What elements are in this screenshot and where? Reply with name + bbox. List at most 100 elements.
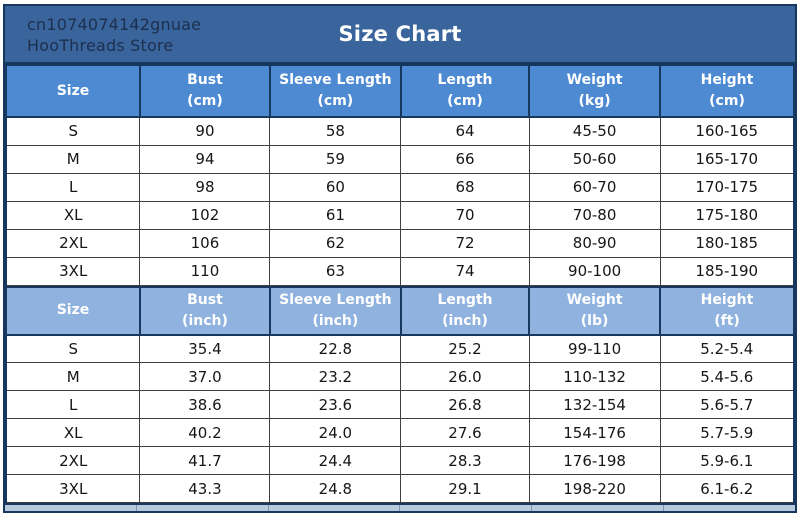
col-header-sleeve-length: Sleeve Length (cm) xyxy=(268,64,402,118)
col-header-sleeve-length: Sleeve Length (inch) xyxy=(268,285,402,336)
col-header-length: Length (cm) xyxy=(399,64,531,118)
cell: 2XL xyxy=(5,228,141,258)
cell: 23.6 xyxy=(269,390,402,419)
cell: 3XL xyxy=(5,256,141,286)
cell: 170-175 xyxy=(659,172,795,202)
table-row-3xl: 3XL 110 63 74 90-100 185-190 xyxy=(5,256,795,286)
cell: 3XL xyxy=(5,474,141,503)
size-chart-panel: cn1074074142gnuae HooThreads Store Size … xyxy=(3,4,797,513)
cell: 27.6 xyxy=(400,418,530,447)
cell: 22.8 xyxy=(269,334,402,363)
col-header-bust: Bust (cm) xyxy=(138,64,271,118)
store-id-line: cn1074074142gnuae xyxy=(27,15,202,34)
cell: 26.0 xyxy=(400,362,530,391)
cell: 38.6 xyxy=(139,390,271,419)
col-header-weight: Weight (kg) xyxy=(528,64,661,118)
cell: M xyxy=(5,144,141,174)
col-header-height: Height (cm) xyxy=(659,64,795,118)
cell: 37.0 xyxy=(139,362,271,391)
cell: 175-180 xyxy=(659,200,795,230)
cell: 132-154 xyxy=(528,390,661,419)
cell: 23.2 xyxy=(269,362,402,391)
cell: 35.4 xyxy=(139,334,271,363)
cell: 70-80 xyxy=(528,200,661,230)
cell: S xyxy=(5,116,141,146)
cell: 160-165 xyxy=(659,116,795,146)
cell: 198-220 xyxy=(528,474,661,503)
col-header-height: Height (ft) xyxy=(659,285,795,336)
table-row-l: L 38.6 23.6 26.8 132-154 5.6-5.7 xyxy=(5,390,795,419)
cell: 24.8 xyxy=(269,474,402,503)
col-header-size: Size xyxy=(5,285,141,336)
table-row-l: L 98 60 68 60-70 170-175 xyxy=(5,172,795,202)
table-row-xl: XL 102 61 70 70-80 175-180 xyxy=(5,200,795,230)
cell: 110 xyxy=(139,256,271,286)
cell: 98 xyxy=(139,172,271,202)
cell: 80-90 xyxy=(528,228,661,258)
cell: 58 xyxy=(269,116,402,146)
cell: 70 xyxy=(400,200,530,230)
col-header-bust: Bust (inch) xyxy=(138,285,271,336)
cell: 60 xyxy=(269,172,402,202)
cell: 68 xyxy=(400,172,530,202)
cell: 154-176 xyxy=(528,418,661,447)
cell: 102 xyxy=(139,200,271,230)
cell: 90-100 xyxy=(528,256,661,286)
table-row-2xl: 2XL 41.7 24.4 28.3 176-198 5.9-6.1 xyxy=(5,446,795,475)
cell: 43.3 xyxy=(139,474,271,503)
cell: 165-170 xyxy=(659,144,795,174)
cell: 45-50 xyxy=(528,116,661,146)
table-row-m: M 94 59 66 50-60 165-170 xyxy=(5,144,795,174)
cell: 25.2 xyxy=(400,334,530,363)
cell: 5.7-5.9 xyxy=(659,418,795,447)
cell: L xyxy=(5,390,141,419)
col-header-weight: Weight (lb) xyxy=(528,285,661,336)
cell: 59 xyxy=(269,144,402,174)
cell: XL xyxy=(5,418,141,447)
cell: 74 xyxy=(400,256,530,286)
cell: 180-185 xyxy=(659,228,795,258)
cell: 110-132 xyxy=(528,362,661,391)
cell: 5.9-6.1 xyxy=(659,446,795,475)
cell: 41.7 xyxy=(139,446,271,475)
cell: S xyxy=(5,334,141,363)
cell: 24.0 xyxy=(269,418,402,447)
size-table-inch-body: S 35.4 22.8 25.2 99-110 5.2-5.4 M 37.0 23.2 26.0 1… xyxy=(5,334,795,503)
cell: 61 xyxy=(269,200,402,230)
cell: 26.8 xyxy=(400,390,530,419)
store-name: cn1074074142gnuae HooThreads Store xyxy=(27,14,201,56)
size-table-inch: Size Bust (inch) Sleeve Length (inch) Length(… xyxy=(5,285,795,503)
col-header-size: Size xyxy=(5,64,141,118)
store-title-line: HooThreads Store xyxy=(27,36,174,55)
cutoff-next-row xyxy=(5,503,795,511)
cell: 90 xyxy=(139,116,271,146)
cell: M xyxy=(5,362,141,391)
cell: 5.2-5.4 xyxy=(659,334,795,363)
table-row-s: S 90 58 64 45-50 160-165 xyxy=(5,116,795,146)
table-row-xl: XL 40.2 24.0 27.6 154-176 5.7-5.9 xyxy=(5,418,795,447)
size-table-cm-body: S 90 58 64 45-50 160-165 M 94 59 66 50-60 165-170 L 9… xyxy=(5,116,795,286)
cell: 63 xyxy=(269,256,402,286)
banner: cn1074074142gnuae HooThreads Store Size … xyxy=(5,6,795,64)
cell: XL xyxy=(5,200,141,230)
cell: 94 xyxy=(139,144,271,174)
cell: 72 xyxy=(400,228,530,258)
cell: 40.2 xyxy=(139,418,271,447)
page-title: Size Chart xyxy=(338,22,462,46)
table-row-s: S 35.4 22.8 25.2 99-110 5.2-5.4 xyxy=(5,334,795,363)
cell: 99-110 xyxy=(528,334,661,363)
size-table-cm-header: Size Bust (cm) Sleeve Length (cm) Length (cm) W… xyxy=(5,64,795,118)
table-row-2xl: 2XL 106 62 72 80-90 180-185 xyxy=(5,228,795,258)
cell: 60-70 xyxy=(528,172,661,202)
cell: 50-60 xyxy=(528,144,661,174)
cell: 176-198 xyxy=(528,446,661,475)
cell: 62 xyxy=(269,228,402,258)
cell: 106 xyxy=(139,228,271,258)
cell: 6.1-6.2 xyxy=(659,474,795,503)
cell: 5.4-5.6 xyxy=(659,362,795,391)
cell: 2XL xyxy=(5,446,141,475)
cell: 5.6-5.7 xyxy=(659,390,795,419)
cell: 185-190 xyxy=(659,256,795,286)
table-row-m: M 37.0 23.2 26.0 110-132 5.4-5.6 xyxy=(5,362,795,391)
cell: 64 xyxy=(400,116,530,146)
